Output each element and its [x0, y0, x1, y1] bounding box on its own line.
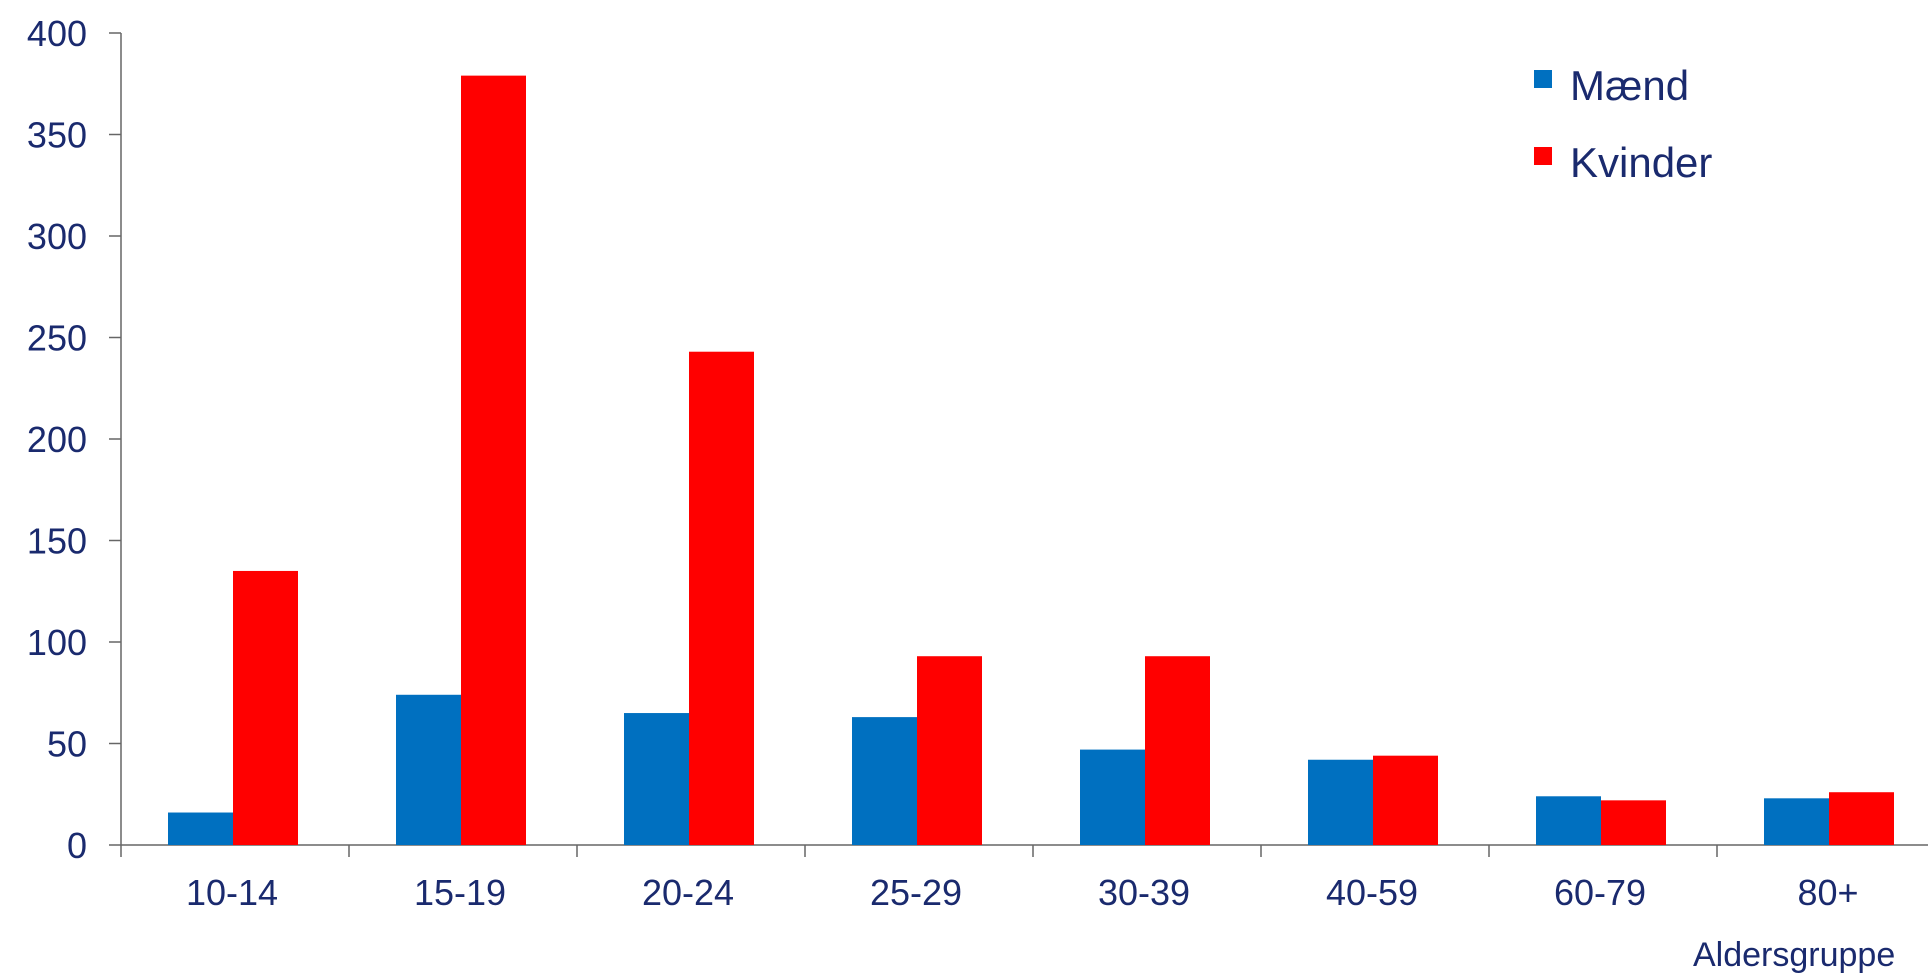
bar-maend-15-19: [396, 694, 461, 845]
legend-label: Kvinder: [1570, 139, 1712, 186]
bar-kvinder-30-39: [1145, 656, 1210, 845]
y-tick-label: 150: [27, 521, 87, 562]
bar-kvinder-60-79: [1601, 800, 1666, 845]
x-tick-label: 20-24: [642, 872, 734, 913]
bar-maend-80+: [1764, 798, 1829, 845]
legend-swatch: [1534, 147, 1552, 165]
x-tick-label: 25-29: [870, 872, 962, 913]
x-tick-label: 40-59: [1326, 872, 1418, 913]
legend: Mænd Kvinder: [1534, 62, 1712, 186]
y-tick-label: 250: [27, 318, 87, 359]
bar-kvinder-20-24: [689, 351, 754, 845]
y-tick-label: 400: [27, 13, 87, 54]
bars: [168, 75, 1894, 845]
bar-kvinder-15-19: [461, 75, 526, 845]
y-tick-label: 100: [27, 622, 87, 663]
bar-maend-20-24: [624, 713, 689, 845]
y-tick-label: 350: [27, 115, 87, 156]
bar-maend-60-79: [1536, 796, 1601, 845]
legend-swatch: [1534, 70, 1552, 88]
x-tick-label: 15-19: [414, 872, 506, 913]
x-axis: 10-14 15-19 20-24 25-29 30-39 40-59 60-79 80+: [120, 844, 1928, 913]
x-tick-label: 30-39: [1098, 872, 1190, 913]
bar-maend-10-14: [168, 812, 233, 845]
y-tick-label: 0: [67, 825, 87, 866]
y-tick-label: 50: [47, 724, 87, 765]
bar-maend-30-39: [1080, 749, 1145, 845]
y-tick-label: 200: [27, 419, 87, 460]
y-axis: 0 50 100 150 200 250 300 350 400: [27, 13, 122, 866]
bar-kvinder-80+: [1829, 792, 1894, 845]
bar-kvinder-25-29: [917, 656, 982, 845]
bar-kvinder-10-14: [233, 570, 298, 845]
x-tick-label: 60-79: [1554, 872, 1646, 913]
bar-maend-25-29: [852, 717, 917, 845]
x-tick-label: 80+: [1797, 872, 1858, 913]
legend-label: Mænd: [1570, 62, 1689, 109]
y-tick-label: 300: [27, 216, 87, 257]
bar-kvinder-40-59: [1373, 755, 1438, 845]
x-axis-title: Aldersgruppe: [1693, 936, 1895, 974]
bar-maend-40-59: [1308, 759, 1373, 845]
x-tick-label: 10-14: [186, 872, 278, 913]
